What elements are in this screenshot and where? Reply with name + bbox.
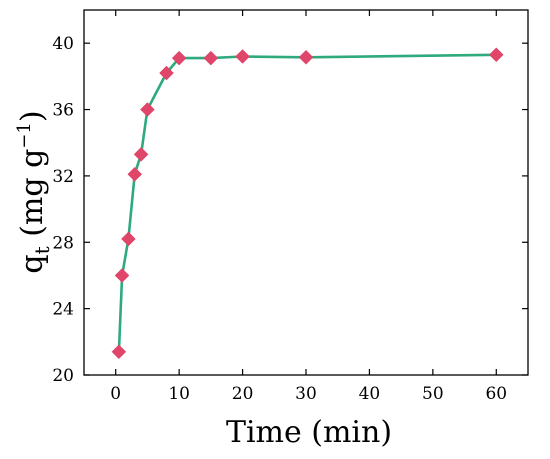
x-tick-label: 40: [359, 384, 381, 404]
data-point-marker: [235, 49, 250, 64]
y-tick-label: 36: [52, 101, 74, 121]
x-axis-title: Time (min): [226, 415, 392, 450]
data-point-marker: [298, 49, 314, 65]
y-axis-ticks: 20 24 28 32 36 40: [52, 34, 528, 386]
y-tick-label: 20: [52, 366, 74, 386]
x-tick-label: 60: [485, 384, 507, 404]
data-point-marker: [127, 166, 143, 182]
data-point-marker: [171, 50, 187, 66]
y-axis-title: qt (mg g−1): [14, 110, 54, 273]
series-layer: [111, 47, 504, 360]
x-tick-label: 20: [232, 384, 254, 404]
y-tick-label: 40: [52, 34, 74, 54]
data-point-marker: [133, 146, 149, 162]
x-tick-label: 0: [110, 384, 121, 404]
y-tick-label: 24: [52, 300, 74, 320]
data-point-marker: [488, 47, 504, 63]
x-axis-ticks: 0 10 20 30 40 50 60: [110, 10, 507, 404]
y-axis-title-sub: t: [30, 246, 54, 254]
y-tick-label: 32: [52, 167, 74, 187]
y-tick-label: 28: [52, 233, 74, 253]
data-point-marker: [121, 231, 136, 247]
data-point-marker: [111, 344, 127, 360]
y-axis-title-unit-close: ): [15, 110, 50, 122]
x-tick-label: 10: [168, 384, 190, 404]
data-point-marker: [114, 268, 130, 283]
x-tick-label: 50: [422, 384, 444, 404]
y-axis-title-unit-sup: −1: [14, 122, 35, 149]
data-point-marker: [159, 65, 174, 81]
x-tick-label: 30: [295, 384, 317, 404]
series-line: [117, 53, 497, 352]
y-axis-title-unit: (mg g: [15, 149, 50, 247]
data-point-marker: [140, 102, 155, 117]
y-axis-title-main: q: [15, 254, 50, 273]
data-point-marker: [203, 50, 219, 66]
plot-frame: [83, 9, 529, 376]
